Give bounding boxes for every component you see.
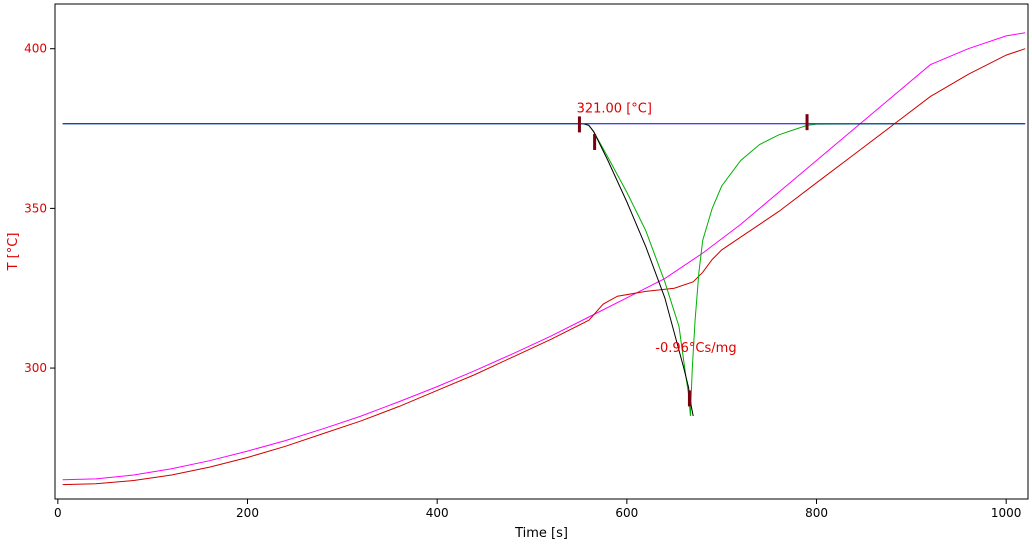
x-axis-title: Time [s] <box>514 526 568 541</box>
y-tick-label-300: 300 <box>24 361 47 375</box>
x-tick-label-1000: 1000 <box>991 506 1022 520</box>
series-line-0 <box>62 32 1026 481</box>
x-tick-label-600: 600 <box>615 506 638 520</box>
y-tick-label-400: 400 <box>24 42 47 56</box>
x-tick-label-0: 0 <box>54 506 62 520</box>
x-tick-label-200: 200 <box>236 506 259 520</box>
series-line-1 <box>62 48 1026 486</box>
annotation-0: 321.00 [°C] <box>577 102 652 117</box>
plot-frame <box>54 3 1029 500</box>
y-tick-label-350: 350 <box>24 201 47 215</box>
y-axis: 300 350 400 <box>24 42 55 375</box>
x-axis: 0 200 400 600 800 1000 <box>54 499 1021 520</box>
y-axis-title: T [°C] <box>6 233 21 272</box>
series-layer <box>62 32 1026 486</box>
x-tick-label-400: 400 <box>426 506 449 520</box>
series-line-2 <box>62 123 1026 417</box>
marker-layer <box>577 114 809 407</box>
x-tick-label-800: 800 <box>805 506 828 520</box>
annotation-1: -0.96°Cs/mg <box>655 341 736 356</box>
annotation-layer: 321.00 [°C] -0.96°Cs/mg <box>577 102 737 357</box>
